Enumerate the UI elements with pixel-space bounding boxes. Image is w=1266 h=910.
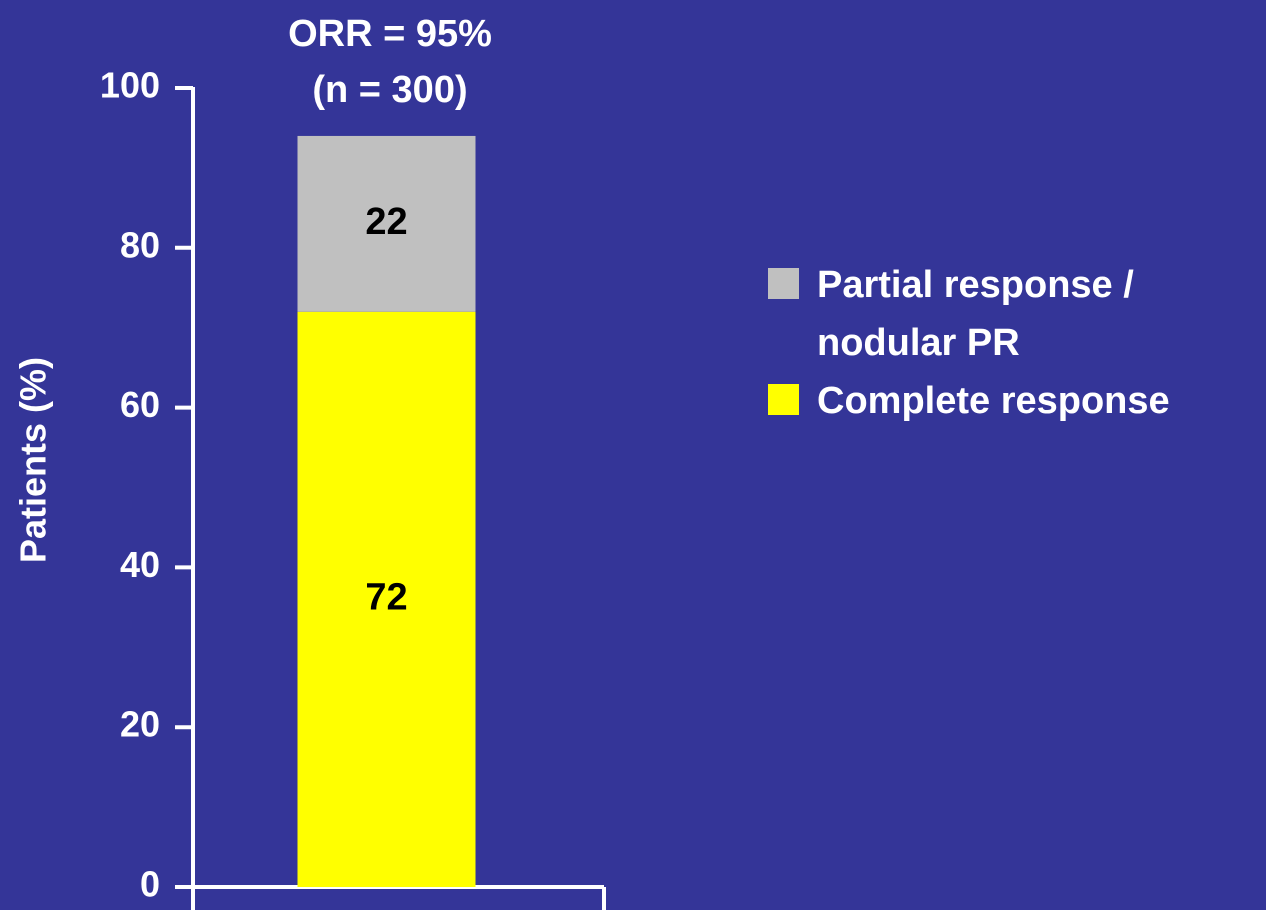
y-tick-label: 80: [120, 224, 160, 265]
legend-swatch: [768, 384, 799, 415]
legend-label: Partial response / nodular PR: [817, 264, 1134, 364]
y-tick-label: 60: [120, 384, 160, 425]
y-tick-label: 100: [100, 65, 160, 106]
y-tick-label: 0: [140, 864, 160, 905]
value-label: 72: [365, 576, 407, 618]
chart-title: ORR = 95%: [288, 13, 492, 55]
legend-label: Complete response: [817, 380, 1170, 422]
value-label: 22: [365, 201, 407, 243]
chart-subtitle: (n = 300): [312, 69, 467, 111]
legend: Partial response / nodular PR Complete re…: [768, 256, 1266, 430]
y-axis-label: Patients (%): [13, 357, 54, 563]
legend-item: Complete response: [768, 372, 1266, 430]
y-tick-label: 20: [120, 704, 160, 745]
legend-swatch: [768, 268, 799, 299]
legend-item: Partial response / nodular PR: [768, 256, 1266, 372]
y-tick-label: 40: [120, 544, 160, 585]
bar-segment: [297, 135, 476, 312]
bar-segment: [297, 311, 476, 888]
